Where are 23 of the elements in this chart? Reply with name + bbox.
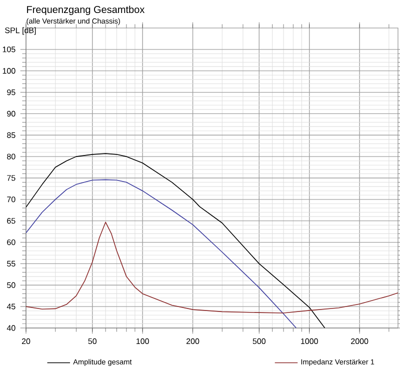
y-tick-label: 100 [2,68,16,74]
y-tick-label: 50 [7,282,16,288]
y-tick-label: 75 [7,175,16,181]
y-tick-label: 65 [7,218,16,224]
x-tick-label: 500 [252,338,266,344]
y-tick-label: 90 [7,110,16,117]
y-tick-label: 95 [7,89,16,96]
y-tick-label: 55 [7,260,16,266]
y-tick-label: 105 [2,46,16,52]
y-axis-title: SPL [dB] [5,27,36,35]
x-tick-label: 50 [88,338,97,344]
y-tick-label: 40 [6,325,16,331]
y-tick-label: 60 [7,239,16,246]
y-tick-label: 85 [7,132,16,138]
y-tick-label: 70 [7,196,16,202]
x-tick-label: 200 [186,338,200,344]
x-tick-label: 2000 [351,338,368,344]
x-tick-label: 1000 [301,338,318,344]
x-tick-label: 20 [22,338,30,344]
x-tick-label: 100 [136,338,149,344]
chart-title: Frequenzgang Gesamtbox [27,6,145,16]
y-tick-label: 45 [6,304,16,310]
y-tick-label: 80 [7,154,16,160]
